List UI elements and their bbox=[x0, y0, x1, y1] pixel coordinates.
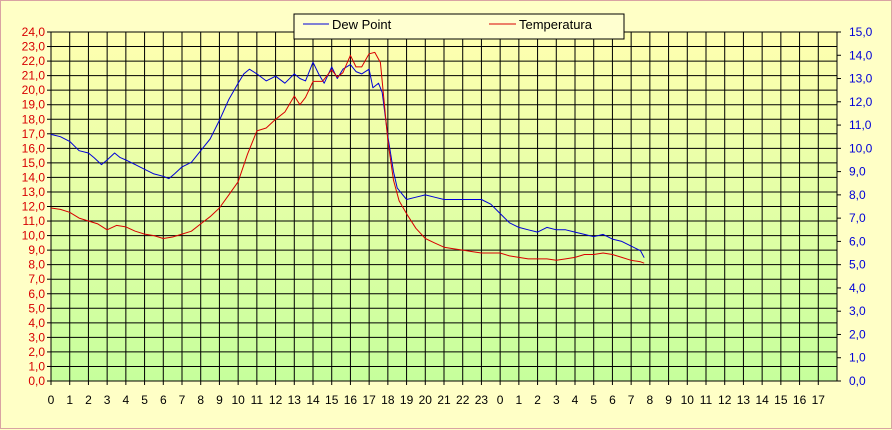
x-tick-label: 12 bbox=[718, 393, 732, 407]
x-tick-label: 14 bbox=[755, 393, 769, 407]
y-left-tick-label: 9,0 bbox=[28, 243, 45, 257]
y-right-tick-label: 4,0 bbox=[849, 281, 866, 295]
x-tick-label: 17 bbox=[812, 393, 826, 407]
y-left-tick-label: 20,0 bbox=[22, 83, 46, 97]
y-left-tick-label: 4,0 bbox=[28, 316, 45, 330]
x-tick-label: 4 bbox=[572, 393, 579, 407]
x-tick-label: 6 bbox=[160, 393, 167, 407]
x-tick-label: 9 bbox=[216, 393, 223, 407]
x-tick-label: 2 bbox=[85, 393, 92, 407]
y-axis-left-ticks: 0,01,02,03,04,05,06,07,08,09,010,011,012… bbox=[22, 25, 51, 388]
x-tick-label: 16 bbox=[344, 393, 358, 407]
x-tick-label: 1 bbox=[516, 393, 523, 407]
y-left-tick-label: 19,0 bbox=[22, 98, 46, 112]
x-tick-label: 2 bbox=[534, 393, 541, 407]
y-left-tick-label: 5,0 bbox=[28, 301, 45, 315]
y-right-tick-label: 6,0 bbox=[849, 234, 866, 248]
y-left-tick-label: 24,0 bbox=[22, 25, 46, 39]
y-axis-right-ticks: 0,0 1,0 2,0 3,0 4,0 5,0 6,0 7,0 8,0 9,0 10,0 11,0 12… bbox=[837, 25, 873, 388]
x-tick-label: 13 bbox=[288, 393, 302, 407]
y-left-tick-label: 3,0 bbox=[28, 330, 45, 344]
x-tick-label: 11 bbox=[700, 393, 713, 407]
x-tick-label: 23 bbox=[475, 393, 489, 407]
legend: Dew Point Temperatura bbox=[293, 13, 625, 40]
x-tick-label: 8 bbox=[197, 393, 204, 407]
y-right-tick-label: 2,0 bbox=[849, 327, 866, 341]
series-lines bbox=[50, 51, 645, 264]
y-left-tick-label: 18,0 bbox=[22, 112, 46, 126]
x-tick-label: 7 bbox=[628, 393, 635, 407]
x-tick-label: 11 bbox=[251, 393, 264, 407]
y-right-tick-label: 14,0 bbox=[849, 48, 873, 62]
x-tick-label: 17 bbox=[362, 393, 376, 407]
x-tick-label: 5 bbox=[141, 393, 148, 407]
x-tick-label: 12 bbox=[269, 393, 283, 407]
y-left-tick-label: 2,0 bbox=[28, 345, 45, 359]
y-left-tick-label: 7,0 bbox=[28, 272, 45, 286]
y-right-tick-label: 9,0 bbox=[849, 165, 866, 179]
y-left-tick-label: 12,0 bbox=[22, 200, 46, 214]
x-tick-label: 21 bbox=[437, 393, 451, 407]
x-tick-label: 16 bbox=[793, 393, 807, 407]
y-left-tick-label: 1,0 bbox=[28, 359, 45, 373]
y-left-tick-label: 17,0 bbox=[22, 127, 46, 141]
y-left-tick-label: 10,0 bbox=[22, 229, 46, 243]
x-tick-label: 18 bbox=[381, 393, 395, 407]
y-right-tick-label: 5,0 bbox=[849, 258, 866, 272]
x-tick-label: 15 bbox=[325, 393, 339, 407]
legend-label-dew-point: Dew Point bbox=[332, 17, 392, 32]
x-tick-label: 4 bbox=[123, 393, 130, 407]
y-left-tick-label: 16,0 bbox=[22, 141, 46, 155]
y-left-tick-label: 22,0 bbox=[22, 54, 46, 68]
x-tick-label: 0 bbox=[497, 393, 504, 407]
series-line-dew-point bbox=[50, 61, 645, 258]
y-left-tick-label: 14,0 bbox=[22, 170, 46, 184]
x-tick-label: 3 bbox=[104, 393, 111, 407]
series-line-temperatura bbox=[50, 51, 645, 264]
x-tick-label: 7 bbox=[179, 393, 186, 407]
y-right-tick-label: 11,0 bbox=[849, 118, 872, 132]
y-left-tick-label: 8,0 bbox=[28, 258, 45, 272]
y-left-tick-label: 15,0 bbox=[22, 156, 46, 170]
x-tick-label: 10 bbox=[231, 393, 245, 407]
x-tick-label: 14 bbox=[306, 393, 320, 407]
y-right-tick-label: 12,0 bbox=[849, 95, 873, 109]
y-left-tick-label: 11,0 bbox=[23, 214, 46, 228]
grid-lines bbox=[51, 32, 837, 381]
x-tick-label: 0 bbox=[48, 393, 55, 407]
x-tick-label: 8 bbox=[647, 393, 654, 407]
y-right-tick-label: 8,0 bbox=[849, 188, 866, 202]
x-tick-label: 5 bbox=[590, 393, 597, 407]
x-tick-label: 9 bbox=[665, 393, 672, 407]
x-tick-label: 15 bbox=[774, 393, 788, 407]
y-right-tick-label: 7,0 bbox=[849, 211, 866, 225]
y-left-tick-label: 23,0 bbox=[22, 40, 46, 54]
x-tick-label: 6 bbox=[609, 393, 616, 407]
legend-label-temperatura: Temperatura bbox=[519, 17, 593, 32]
y-right-tick-label: 13,0 bbox=[849, 72, 873, 86]
x-tick-label: 19 bbox=[400, 393, 414, 407]
y-left-tick-label: 0,0 bbox=[28, 374, 45, 388]
x-tick-label: 22 bbox=[456, 393, 470, 407]
x-tick-label: 13 bbox=[737, 393, 751, 407]
y-left-tick-label: 13,0 bbox=[22, 185, 46, 199]
y-right-tick-label: 0,0 bbox=[849, 374, 866, 388]
legend-box bbox=[293, 13, 625, 40]
x-tick-label: 1 bbox=[66, 393, 73, 407]
y-right-tick-label: 15,0 bbox=[849, 25, 873, 39]
x-axis-ticks: 0 1 2 3 4 5 6 7 8 9 10 11 12 13 14 15 16 17 18 19 20 21 22 23 0 1… bbox=[48, 381, 826, 407]
x-tick-label: 3 bbox=[553, 393, 560, 407]
x-tick-label: 20 bbox=[419, 393, 433, 407]
y-right-tick-label: 10,0 bbox=[849, 141, 873, 155]
y-left-tick-label: 21,0 bbox=[22, 69, 46, 83]
y-right-tick-label: 3,0 bbox=[849, 304, 866, 318]
y-right-tick-label: 1,0 bbox=[849, 351, 866, 365]
x-tick-label: 10 bbox=[681, 393, 695, 407]
y-left-tick-label: 6,0 bbox=[28, 287, 45, 301]
